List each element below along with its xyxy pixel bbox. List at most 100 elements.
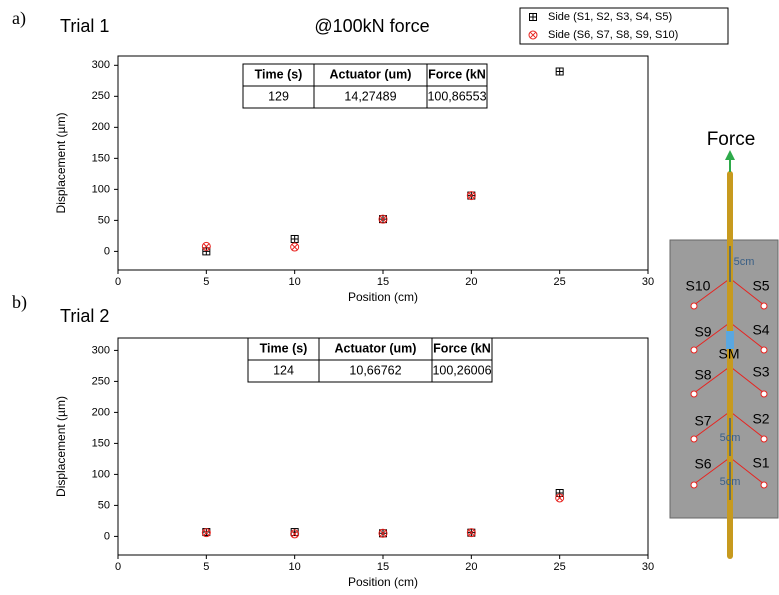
x-tick-label: 10 [289,276,301,288]
point [466,191,476,201]
sensor-label: S5 [752,278,769,294]
point [201,528,211,538]
y-tick-label: 0 [104,530,110,542]
specimen [669,239,779,519]
table-cell: 14,27489 [344,89,396,103]
table-header: Force (kN [433,341,491,355]
x-tick-label: 0 [115,561,121,573]
marker-circle [466,528,476,538]
sensor-label: S10 [686,278,711,294]
y-tick-label: 50 [98,499,110,511]
legend-box [519,7,729,45]
y-tick-label: 100 [92,183,110,195]
table-cell: 129 [268,89,289,103]
table-cell: 100,26006 [432,363,491,377]
table-header: Time (s) [255,67,303,81]
y-tick-label: 50 [98,214,110,226]
y-tick-label: 300 [92,344,110,356]
x-tick-label: 10 [289,561,301,573]
marker-circle [290,529,300,539]
marker-circle [378,214,388,224]
force-label: Force [707,129,756,150]
x-axis-label: Position (cm) [348,575,418,589]
y-tick-label: 200 [92,121,110,133]
x-tick-label: 0 [115,276,121,288]
point [202,247,211,256]
marker-cross [291,530,298,538]
x-tick-label: 15 [377,276,389,288]
spacing-label: 5cm [720,476,741,488]
panel-label: b) [12,292,27,313]
x-tick-label: 5 [203,561,209,573]
point [290,234,299,243]
x-tick-label: 30 [642,561,654,573]
marker-circle [201,528,211,538]
trial-label: Trial 2 [60,306,109,326]
legend-marker [528,30,538,40]
marker-cross [468,192,475,199]
legend-marker [529,13,537,21]
y-axis-label: Displacement (µm) [54,113,68,214]
point [290,529,300,539]
y-tick-label: 0 [104,245,110,257]
sensor-label: S8 [694,367,711,383]
legend-label: Side (S1, S2, S3, S4, S5) [548,11,672,23]
sensor-label: S6 [694,456,711,472]
x-tick-label: 20 [465,561,477,573]
y-tick-label: 250 [92,375,110,387]
point [466,528,476,538]
spacing-label: 5cm [720,432,741,444]
point [290,242,300,252]
marker-cross [203,529,210,536]
table-cell: 10,66762 [349,363,401,377]
x-axis-label: Position (cm) [348,290,418,304]
legend-label: Side (S6, S7, S8, S9, S10) [548,29,678,41]
point [201,241,211,251]
y-tick-label: 150 [92,152,110,164]
y-tick-label: 100 [92,468,110,480]
trial-label: Trial 1 [60,16,109,36]
y-tick-label: 200 [92,406,110,418]
marker-circle [378,528,388,538]
x-tick-label: 20 [465,276,477,288]
marker-cross [291,243,298,251]
panel-label: a) [12,8,26,29]
marker-cross [529,13,537,21]
table-cell: 124 [273,363,294,377]
chart-title: @100kN force [314,16,429,36]
x-tick-label: 5 [203,276,209,288]
y-tick-label: 250 [92,90,110,102]
table-header: Time (s) [260,341,308,355]
marker-cross [556,68,564,76]
sensor-label: S4 [752,322,769,338]
sm-label: SM [719,346,740,362]
sensor-label: S3 [752,364,769,380]
table-header: Actuator (um) [330,67,412,81]
spacing-label: 5cm [734,256,755,268]
sensor-label: S2 [752,411,769,427]
marker-cross [291,235,299,243]
x-tick-label: 30 [642,276,654,288]
y-axis-label: Displacement (µm) [54,396,68,497]
table-header: Actuator (um) [335,341,417,355]
sensor-label: S9 [694,324,711,340]
x-tick-label: 15 [377,561,389,573]
marker-cross [556,489,564,497]
marker-cross [556,494,563,502]
marker-circle [201,241,211,251]
table-cell: 100,86553 [427,89,486,103]
table-header: Force (kN [428,67,486,81]
marker-circle [555,493,565,503]
y-tick-label: 300 [92,59,110,71]
x-tick-label: 25 [554,561,566,573]
marker-cross [529,31,537,39]
marker-circle [528,30,538,40]
sensor-label: S7 [694,413,711,429]
marker-cross [468,529,475,536]
diagram: Force S10 S9 S8 S7 S6 S5 S4 S3 S2 S1 SM … [669,129,779,559]
marker-cross [379,215,387,223]
point [555,67,564,76]
marker-circle [290,242,300,252]
marker-cross [379,530,387,537]
